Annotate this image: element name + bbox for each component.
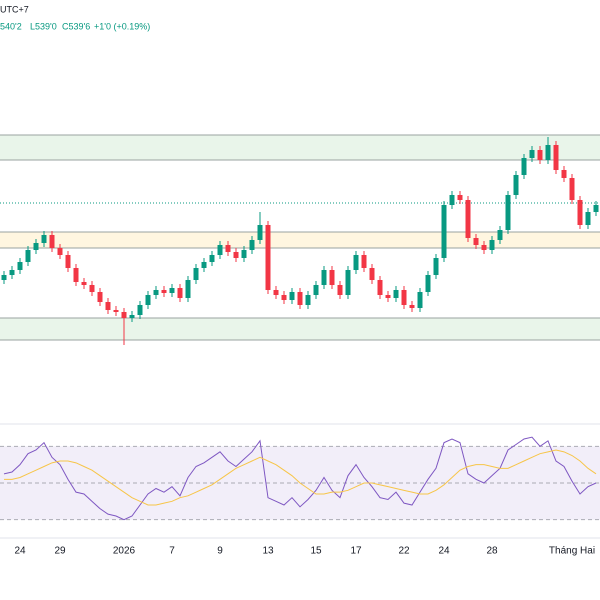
candle-body [185,280,191,298]
candle-body [449,195,455,205]
candle-body [409,305,415,308]
candle-body [345,270,351,295]
candle-body [65,255,71,268]
candle-body [553,145,559,170]
candle-body [25,250,31,262]
candle-body [41,235,47,243]
candle-body [89,285,95,292]
candle-body [417,292,423,308]
x-tick-label: 7 [169,546,175,557]
candle-body [105,302,111,310]
candle-body [377,280,383,295]
candle-body [161,290,167,293]
candle-body [489,240,495,250]
x-tick-label: 2026 [113,546,136,557]
candle-body [497,230,503,240]
x-tick-label: 9 [217,546,223,557]
candle-body [81,282,87,285]
candle-body [209,255,215,262]
candle-body [425,275,431,292]
zone [0,135,600,160]
candle-body [177,288,183,298]
candle-body [145,295,151,305]
candle-body [433,258,439,275]
candle-body [73,268,79,282]
x-tick-label: 13 [262,546,274,557]
candle-body [577,200,583,225]
ohlc-close: C539'6 [62,21,90,31]
candle-body [329,270,335,285]
x-tick-label: 24 [438,546,450,557]
candle-body [561,170,567,178]
ohlc-change: +1'0 (+0.19%) [94,21,150,31]
candle-body [129,315,135,318]
candle-body [273,290,279,295]
candle-body [201,262,207,268]
candle-body [153,290,159,295]
candle-body [281,295,287,300]
candle-body [249,240,255,250]
candle-body [169,288,175,293]
candle-body [241,250,247,258]
candle-body [1,275,7,280]
zone [0,318,600,340]
rsi-line [4,449,597,506]
candle-body [513,175,519,195]
candle-body [441,205,447,258]
candle-body [233,252,239,258]
candle-body [225,245,231,252]
candle-body [537,150,543,160]
candle-body [545,145,551,160]
candle-body [321,270,327,285]
x-tick-label: 29 [54,546,66,557]
candle-body [401,290,407,305]
x-tick-label: 28 [486,546,498,557]
candle-body [385,295,391,298]
x-tick-label: 22 [398,546,410,557]
candle-body [217,245,223,255]
candle-body [57,248,63,255]
candle-body [585,212,591,225]
candle-body [9,270,15,275]
candle-body [457,195,463,200]
candle-body [289,292,295,300]
candle-body [473,238,479,245]
x-tick-label: 15 [310,546,322,557]
candle-body [361,255,367,268]
candle-body [33,243,39,250]
candle-body [593,205,599,212]
zone [0,232,600,248]
candle-body [369,268,375,280]
x-tick-label: 24 [14,546,26,557]
candle-body [353,255,359,270]
candle-body [137,305,143,315]
candle-body [49,235,55,248]
candle-body [257,225,263,240]
x-tick-label: 17 [350,546,362,557]
candle-body [313,285,319,295]
timezone: UTC+7 [0,4,29,14]
ohlc-high: 540'2 [0,21,22,31]
ohlc-low: L539'0 [30,21,57,31]
candle-body [121,312,127,318]
candle-body [465,200,471,238]
candle-body [393,290,399,298]
candle-body [505,195,511,230]
candle-body [97,292,103,302]
candle-body [297,292,303,305]
candle-body [17,262,23,270]
candle-body [569,178,575,200]
x-tick-label: Tháng Hai [549,546,595,557]
candle-body [113,310,119,312]
candle-body [305,295,311,305]
rsi-line [3,436,597,521]
candle-body [481,245,487,250]
candle-body [529,150,535,158]
candle-body [193,268,199,280]
candle-body [337,285,343,295]
candle-body [265,225,271,290]
candle-body [521,158,527,175]
